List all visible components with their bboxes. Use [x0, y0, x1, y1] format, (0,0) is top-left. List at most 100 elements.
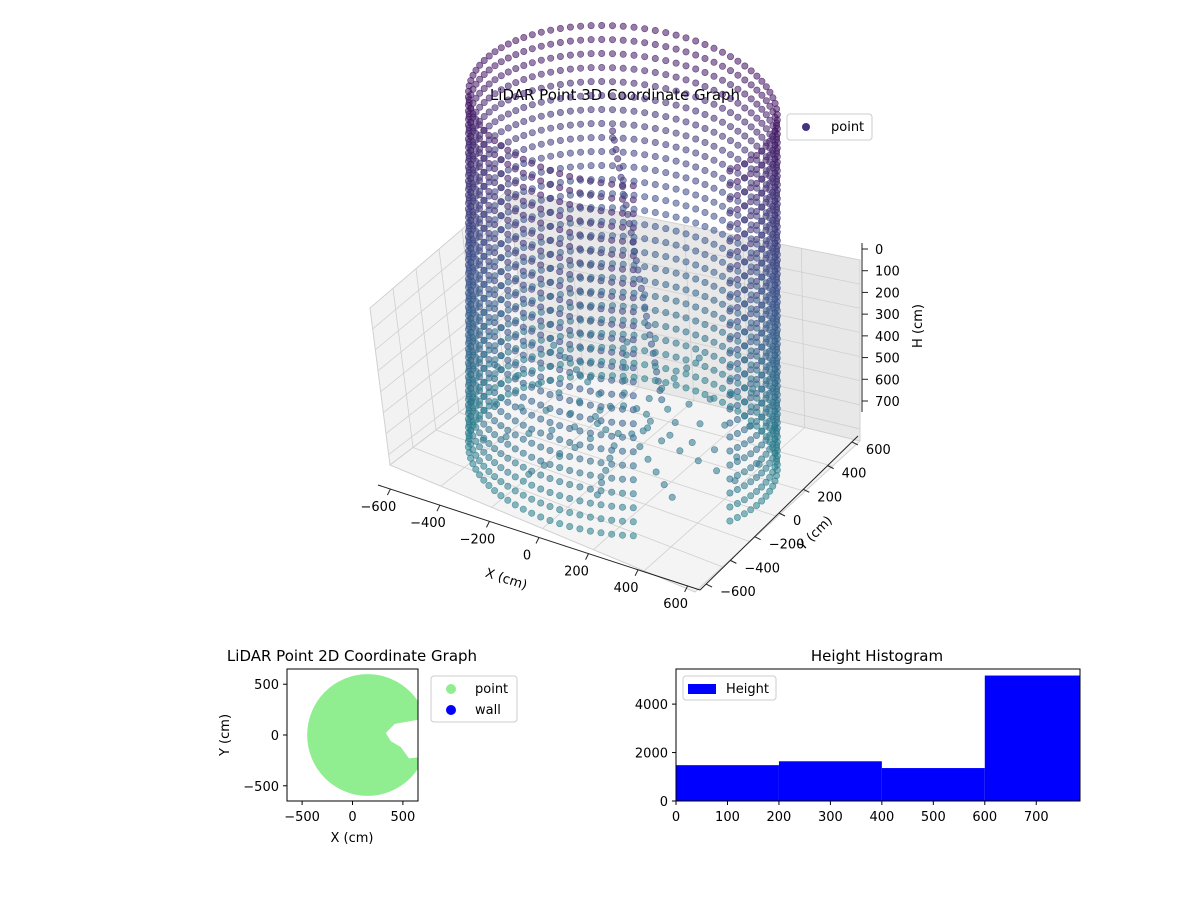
point — [504, 306, 512, 314]
point — [576, 497, 584, 505]
point — [556, 165, 564, 173]
point — [741, 384, 749, 392]
point — [741, 160, 749, 168]
z-tick-label: 600 — [875, 373, 900, 388]
point — [597, 445, 605, 453]
point — [608, 316, 616, 324]
point — [528, 59, 536, 67]
point — [734, 155, 742, 163]
point — [692, 51, 700, 59]
x-tick — [684, 585, 689, 593]
point — [741, 342, 749, 350]
point — [586, 457, 594, 465]
point — [762, 125, 770, 133]
point — [766, 214, 774, 222]
point — [692, 373, 700, 381]
point — [741, 328, 749, 336]
point — [713, 467, 721, 475]
point — [766, 410, 774, 418]
point — [469, 197, 477, 205]
point — [491, 459, 499, 467]
point — [718, 104, 726, 112]
point — [469, 393, 477, 401]
point — [476, 61, 484, 69]
point — [476, 187, 484, 195]
point — [537, 56, 545, 64]
point — [587, 64, 595, 72]
point — [537, 387, 545, 395]
point — [597, 473, 605, 481]
point — [672, 213, 680, 221]
z-tick-label: 500 — [875, 352, 900, 367]
point — [537, 98, 545, 106]
point — [710, 446, 718, 454]
point — [598, 176, 606, 184]
point — [766, 270, 774, 278]
point — [537, 266, 545, 274]
point — [491, 146, 499, 154]
point — [747, 291, 755, 299]
point — [710, 142, 718, 150]
point — [651, 278, 659, 286]
point — [718, 398, 726, 406]
x-tick-label-hist: 500 — [921, 810, 946, 825]
point — [485, 248, 493, 256]
point — [726, 221, 734, 229]
point — [576, 483, 584, 491]
point — [630, 233, 638, 241]
point — [726, 263, 734, 271]
point — [741, 90, 749, 98]
point — [480, 476, 488, 484]
point — [586, 499, 594, 507]
point — [682, 314, 690, 322]
point — [747, 151, 755, 159]
point — [598, 371, 606, 379]
point — [537, 28, 545, 36]
point — [726, 67, 734, 75]
point — [762, 195, 770, 203]
point — [587, 22, 595, 30]
point — [485, 467, 493, 475]
point — [537, 70, 545, 78]
point — [701, 195, 709, 203]
point — [520, 118, 528, 126]
point — [537, 294, 545, 302]
point — [504, 68, 512, 76]
point — [577, 372, 585, 380]
point — [747, 506, 755, 514]
point — [469, 365, 477, 373]
point — [504, 124, 512, 132]
point — [504, 82, 512, 90]
point — [476, 215, 484, 223]
point — [766, 102, 774, 110]
point — [766, 158, 774, 166]
point — [597, 431, 605, 439]
point — [480, 322, 488, 330]
point — [547, 68, 555, 76]
point — [710, 100, 718, 108]
point — [752, 487, 760, 495]
point — [556, 492, 564, 500]
point — [747, 492, 755, 500]
point — [504, 166, 512, 174]
point — [475, 471, 483, 479]
point — [692, 261, 700, 269]
point — [769, 192, 777, 200]
point — [497, 226, 505, 234]
point — [519, 491, 527, 499]
point — [566, 508, 574, 516]
point — [747, 347, 755, 355]
point — [491, 258, 499, 266]
point — [485, 481, 493, 489]
point — [734, 351, 742, 359]
point — [491, 445, 499, 453]
point — [747, 436, 755, 444]
point — [520, 61, 528, 69]
point — [567, 409, 575, 417]
z-tick-label: 100 — [875, 265, 900, 280]
point — [598, 120, 606, 128]
point — [520, 313, 528, 321]
point — [511, 473, 519, 481]
point — [491, 487, 499, 495]
